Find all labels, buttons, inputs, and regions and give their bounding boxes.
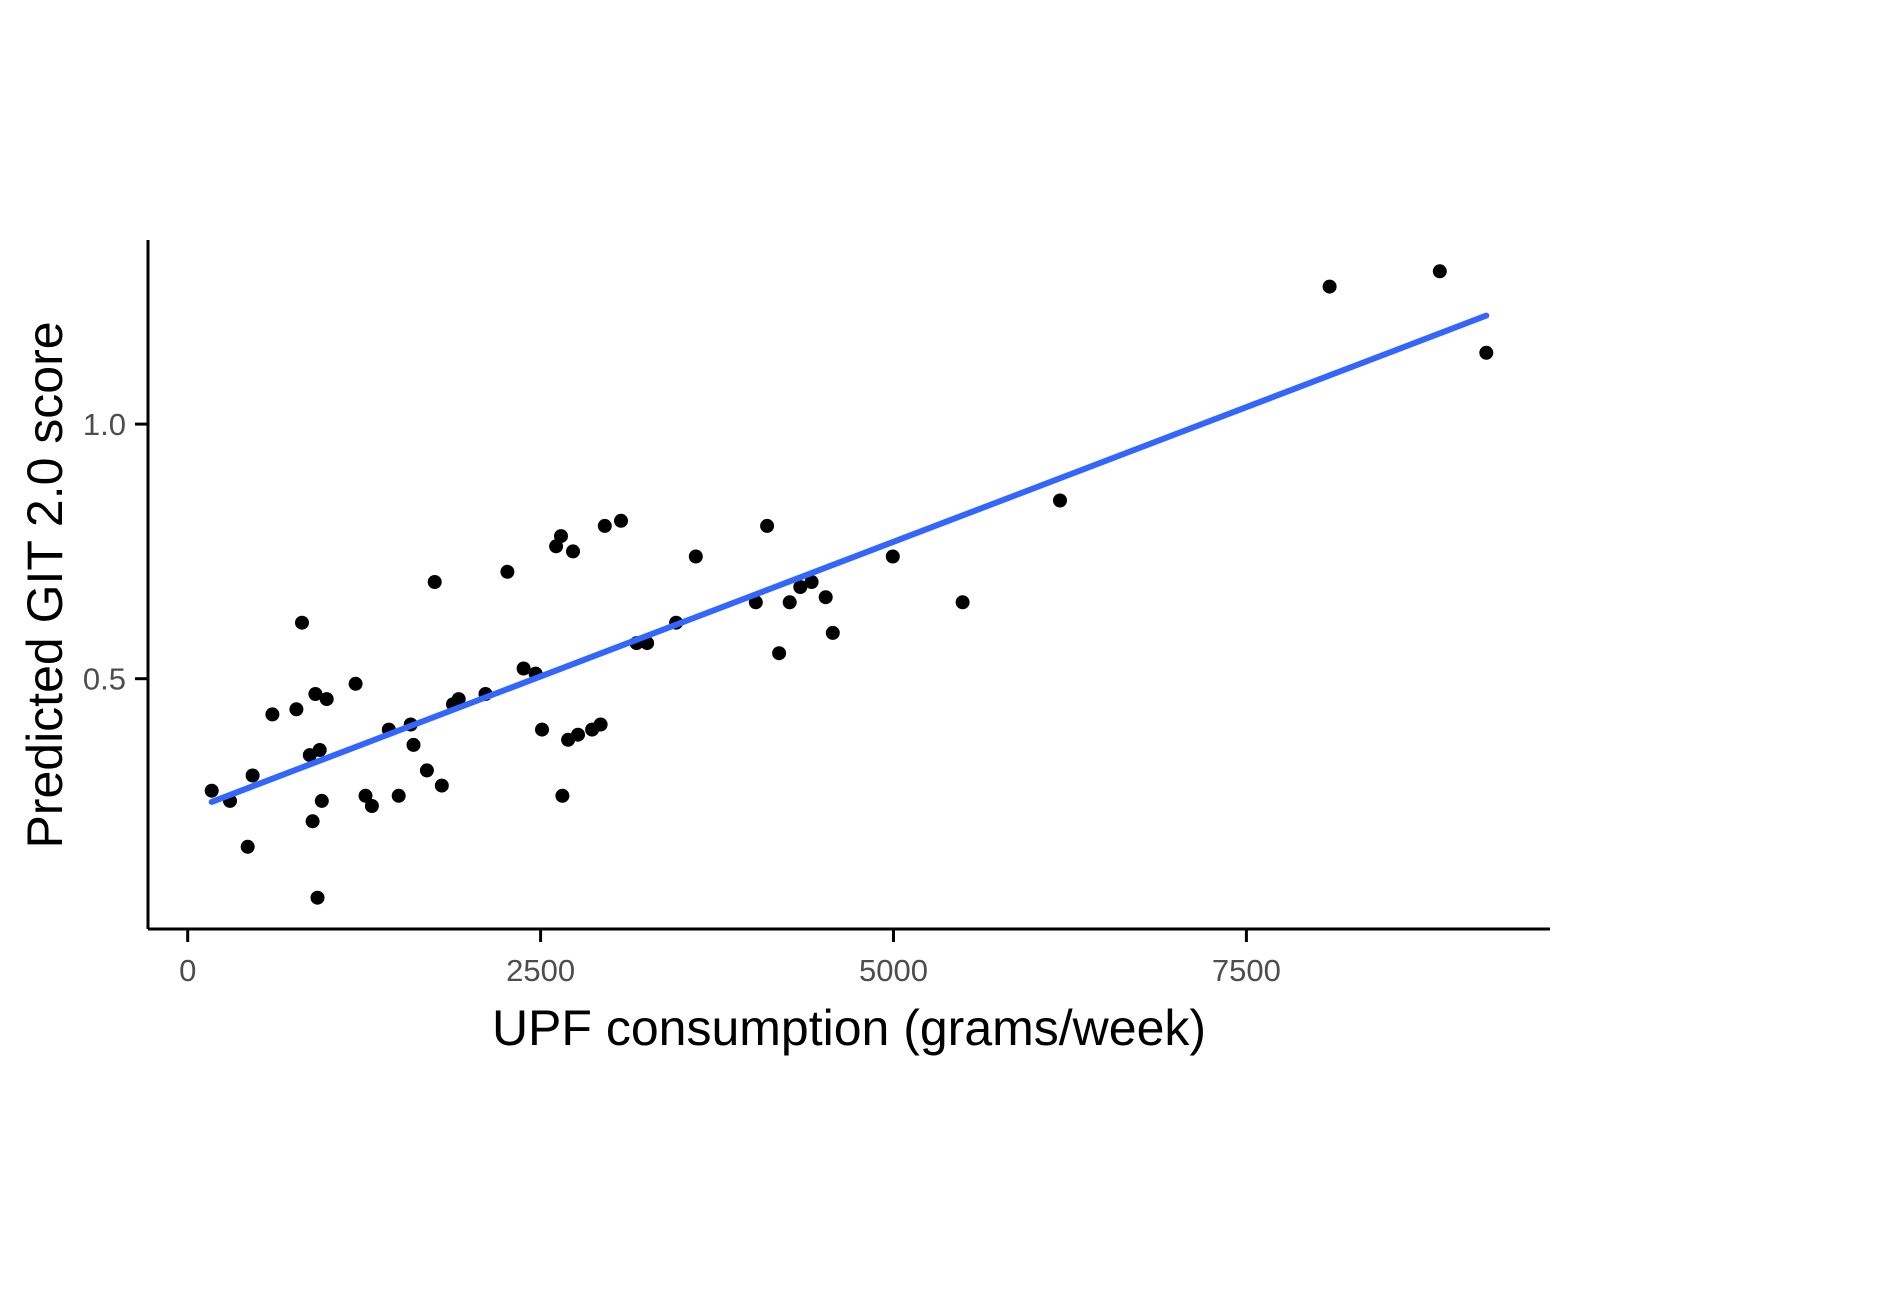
data-point [451, 692, 466, 707]
x-tick-label: 7500 [1212, 953, 1281, 988]
y-axis-title: Predicted GIT 2.0 score [17, 321, 73, 848]
data-point [314, 793, 329, 808]
data-point [818, 590, 833, 605]
data-point [825, 625, 840, 640]
x-tick-label: 0 [179, 953, 196, 988]
data-point [566, 544, 580, 559]
regression-line [208, 312, 1490, 805]
data-point [955, 595, 970, 610]
data-points [204, 264, 1494, 905]
data-point [240, 839, 255, 854]
x-axis-ticks: 0 2500 5000 7500 [179, 929, 1281, 988]
data-point [885, 549, 900, 564]
x-axis-title: UPF consumption (grams/week) [492, 1000, 1206, 1056]
data-point [597, 518, 612, 533]
data-point [434, 778, 449, 793]
data-point [308, 687, 323, 701]
data-point [295, 615, 309, 630]
data-point [1322, 279, 1337, 294]
data-point [571, 727, 585, 742]
data-point [593, 717, 608, 732]
data-point [804, 575, 819, 589]
data-point [1053, 493, 1067, 508]
data-point [348, 676, 363, 691]
data-point [289, 702, 304, 717]
data-point [793, 580, 808, 594]
y-tick-label: 1.0 [83, 407, 126, 442]
data-point [427, 575, 442, 589]
data-point [419, 763, 434, 778]
data-point [391, 788, 406, 803]
data-point [204, 783, 219, 798]
data-point [310, 890, 325, 905]
data-point [614, 513, 628, 528]
data-point [555, 788, 570, 803]
data-point [245, 768, 260, 783]
data-point [1432, 264, 1447, 279]
data-point [406, 737, 421, 752]
y-tick-label: 0.5 [83, 662, 126, 697]
data-point [554, 529, 568, 544]
data-point [364, 799, 379, 813]
data-point [312, 743, 327, 757]
data-point [319, 692, 334, 707]
data-point [535, 722, 549, 737]
data-point [760, 518, 775, 533]
x-tick-label: 2500 [506, 953, 575, 988]
x-tick-label: 5000 [859, 953, 928, 988]
data-point [305, 814, 320, 829]
data-point [782, 595, 797, 610]
y-axis-ticks: 0.5 1.0 [83, 407, 148, 697]
data-point [516, 661, 531, 676]
data-point [358, 788, 373, 803]
data-point [688, 549, 703, 564]
data-point [772, 646, 787, 661]
data-point [500, 564, 515, 579]
data-point [265, 707, 280, 722]
data-point [1479, 345, 1494, 360]
